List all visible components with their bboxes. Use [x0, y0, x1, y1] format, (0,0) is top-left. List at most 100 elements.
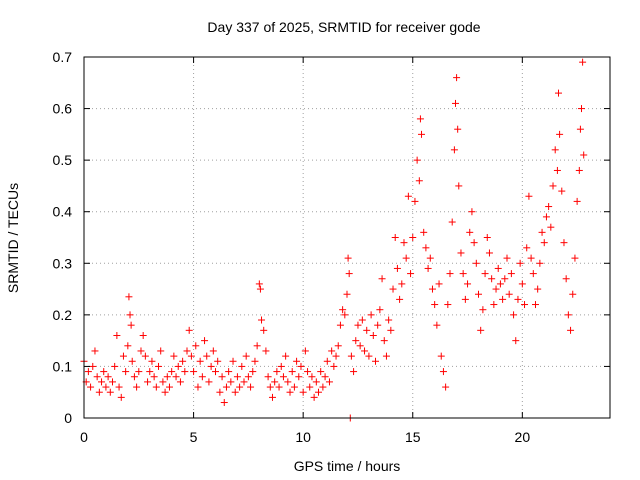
data-point — [310, 393, 318, 401]
x-axis-label: GPS time / hours — [294, 458, 401, 474]
data-point — [365, 352, 373, 360]
data-point — [218, 373, 226, 381]
data-point — [159, 378, 167, 386]
data-point — [119, 352, 127, 360]
data-point — [400, 239, 408, 247]
y-tick-label: 0 — [64, 410, 72, 426]
data-point — [468, 208, 476, 216]
data-point — [244, 373, 252, 381]
data-point — [225, 368, 233, 376]
data-point — [549, 182, 557, 190]
data-point — [479, 306, 487, 314]
data-point — [580, 151, 588, 159]
data-point — [461, 295, 469, 303]
data-point — [108, 378, 116, 386]
data-point — [352, 337, 360, 345]
plot-frame — [83, 56, 611, 419]
data-point — [446, 270, 454, 278]
data-point — [336, 321, 344, 329]
data-point — [492, 285, 500, 293]
y-tick-labels: 0 0.1 0.2 0.3 0.4 0.5 0.6 0.7 — [53, 49, 73, 426]
data-point — [442, 383, 450, 391]
data-point — [315, 388, 323, 396]
data-point — [152, 383, 160, 391]
data-point — [545, 203, 553, 211]
data-point — [84, 368, 92, 376]
data-point — [389, 285, 397, 293]
data-point — [361, 347, 369, 355]
data-point — [523, 244, 531, 252]
data-point — [233, 373, 241, 381]
data-point — [323, 357, 331, 365]
data-point — [93, 373, 101, 381]
data-point — [251, 357, 259, 365]
data-point — [457, 249, 465, 257]
data-point — [378, 275, 386, 283]
data-point — [332, 352, 340, 360]
data-point — [538, 228, 546, 236]
data-point — [578, 105, 586, 113]
data-point — [253, 342, 261, 350]
data-point — [433, 321, 441, 329]
data-point — [534, 285, 542, 293]
data-point — [367, 311, 375, 319]
data-point — [345, 270, 353, 278]
data-point — [282, 352, 290, 360]
data-point — [420, 228, 428, 236]
data-point — [529, 270, 537, 278]
data-point — [242, 352, 250, 360]
data-point — [472, 259, 480, 267]
data-point — [402, 254, 410, 262]
data-point — [249, 368, 257, 376]
data-point — [299, 388, 307, 396]
data-point — [288, 368, 296, 376]
data-point — [350, 368, 358, 376]
data-point — [264, 373, 272, 381]
data-point — [531, 301, 539, 309]
data-point — [339, 306, 347, 314]
data-point — [451, 99, 459, 107]
data-point — [418, 130, 426, 138]
data-point — [466, 228, 474, 236]
data-point — [183, 347, 191, 355]
data-point — [501, 275, 509, 283]
data-point — [229, 357, 237, 365]
data-point — [431, 301, 439, 309]
data-point — [157, 347, 165, 355]
data-point — [284, 378, 292, 386]
data-point — [376, 306, 384, 314]
data-point — [540, 239, 548, 247]
data-point — [494, 264, 502, 272]
data-point — [172, 373, 180, 381]
y-tick-label: 0.6 — [53, 101, 73, 117]
data-point — [542, 213, 550, 221]
data-point — [312, 378, 320, 386]
data-point — [198, 373, 206, 381]
data-point — [271, 378, 279, 386]
data-point — [391, 234, 399, 241]
data-point — [128, 357, 136, 365]
data-point — [347, 352, 355, 360]
data-point — [137, 347, 145, 355]
y-tick-label: 0.7 — [53, 49, 73, 65]
data-point — [205, 378, 213, 386]
data-point — [247, 383, 255, 391]
data-point — [475, 290, 482, 298]
grid-lines — [84, 57, 610, 418]
data-point — [562, 275, 570, 283]
x-tick-label: 0 — [80, 429, 88, 445]
data-point — [222, 383, 230, 391]
data-point — [319, 383, 327, 391]
data-point — [111, 362, 119, 370]
data-point — [176, 378, 184, 386]
data-point — [415, 177, 423, 185]
y-axis-label: SRMTID / TECUs — [5, 183, 21, 293]
data-point — [98, 378, 106, 386]
data-point — [236, 383, 244, 391]
data-point — [148, 357, 156, 365]
data-point — [325, 378, 333, 386]
data-point — [179, 357, 187, 365]
data-point — [95, 388, 103, 396]
data-point — [174, 362, 182, 370]
data-point — [117, 393, 125, 401]
